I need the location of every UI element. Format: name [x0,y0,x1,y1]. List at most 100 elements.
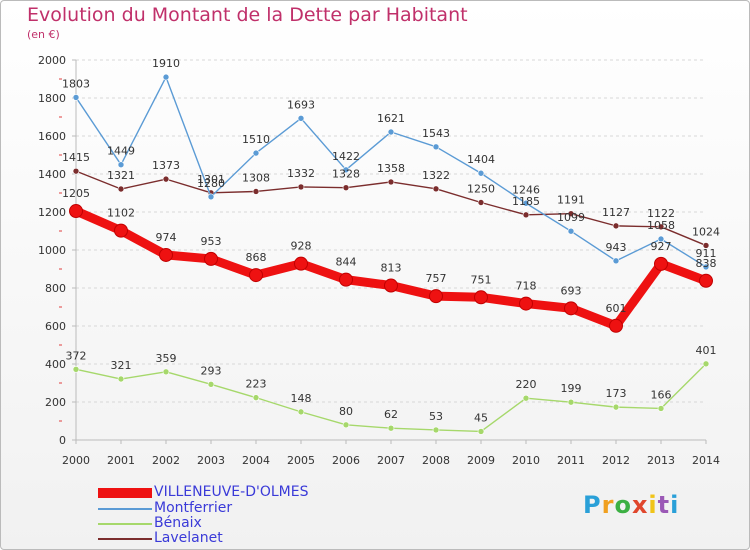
data-point [522,394,530,402]
data-label: 321 [111,359,132,372]
x-tick-label: 2005 [287,454,315,467]
data-point [162,175,170,183]
data-point [519,296,533,311]
data-label: 62 [384,408,398,421]
data-label: 1102 [107,207,135,220]
data-point [69,204,83,219]
data-label: 372 [66,349,87,362]
data-point [387,424,395,432]
legend-swatch [98,523,152,525]
data-point [432,426,440,434]
x-tick-label: 2008 [422,454,450,467]
data-label: 1280 [197,177,225,190]
data-label: 953 [201,235,222,248]
logo-letter: o [614,491,632,519]
data-point [477,428,485,435]
legend-swatch [98,538,152,540]
series-0 [69,204,713,333]
data-label: 1910 [152,57,180,70]
data-point [117,161,125,168]
data-label: 166 [651,388,672,401]
data-point [702,242,710,249]
data-point [564,301,578,316]
x-axis: 2000 2001 2002 2003 2004 2005 2006 2007 2008 2009… [62,439,720,467]
data-point [477,169,485,177]
data-label: 844 [336,256,357,269]
data-label: 45 [474,411,488,424]
data-point [252,149,260,157]
x-tick-label: 2009 [467,454,495,467]
data-point [387,178,395,186]
data-point [207,381,215,388]
data-label: 199 [561,382,582,395]
data-label: 1205 [62,187,90,200]
data-point [612,257,620,265]
data-point [609,318,623,333]
data-point [699,273,713,288]
data-label: 1058 [647,219,675,232]
data-point [339,272,353,287]
y-tick-label: 600 [45,320,66,333]
data-point [297,183,305,191]
legend-swatch [98,508,152,510]
data-point [432,185,440,193]
series-layer [69,73,713,435]
data-point [249,268,263,283]
data-label: 1621 [377,112,405,125]
data-label: 693 [561,284,582,297]
data-point [72,366,80,373]
data-point [297,115,305,122]
data-point [252,188,260,195]
x-tick-label: 2014 [692,454,720,467]
data-label: 220 [516,378,537,391]
data-point [657,405,665,412]
data-label: 1250 [467,183,495,196]
data-label: 293 [201,364,222,377]
data-point [522,199,530,207]
data-point [432,143,440,151]
data-point [429,289,443,304]
x-tick-label: 2006 [332,454,360,467]
data-label: 1127 [602,206,630,219]
series-labels-0: 1205 1102 974 953 868 928 844 813 757 751 718 693 60… [62,187,717,315]
x-tick-label: 2000 [62,454,90,467]
data-point [117,375,125,383]
y-axis: 0 200 400 600 800 1000 1200 1400 1600 1800 2000 [38,54,77,447]
data-label: 718 [516,280,537,293]
chart-subtitle: (en €) [27,28,60,41]
logo-letter: i [648,491,658,519]
y-tick-label: 1400 [38,168,66,181]
data-point [657,235,665,243]
logo-letter: i [670,491,680,519]
data-label: 1321 [107,169,135,182]
series-2 [72,360,710,435]
data-labels-layer: 1205 1102 974 953 868 928 844 813 757 751 718 693 60… [62,57,720,424]
data-label: 1415 [62,151,90,164]
data-point [252,394,260,401]
data-point [72,167,80,175]
x-tick-label: 2007 [377,454,405,467]
data-point [654,256,668,271]
data-label: 974 [156,231,177,244]
y-tick-label: 400 [45,358,66,371]
x-tick-label: 2011 [557,454,585,467]
x-tick-label: 2002 [152,454,180,467]
data-label: 1024 [692,225,720,238]
data-label: 1122 [647,207,675,220]
data-label: 1422 [332,150,360,163]
chart-title: Evolution du Montant de la Dette par Hab… [27,4,468,26]
data-label: 1803 [62,77,90,90]
y-tick-label: 1800 [38,92,66,105]
series-3 [72,167,710,249]
data-label: 943 [606,241,627,254]
x-tick-label: 2001 [107,454,135,467]
logo-letter: r [601,491,615,519]
x-tick-label: 2013 [647,454,675,467]
data-label: 1191 [557,194,585,207]
y-tick-label: 800 [45,282,66,295]
data-point [477,199,485,206]
data-point [294,256,308,271]
data-point [567,227,575,235]
